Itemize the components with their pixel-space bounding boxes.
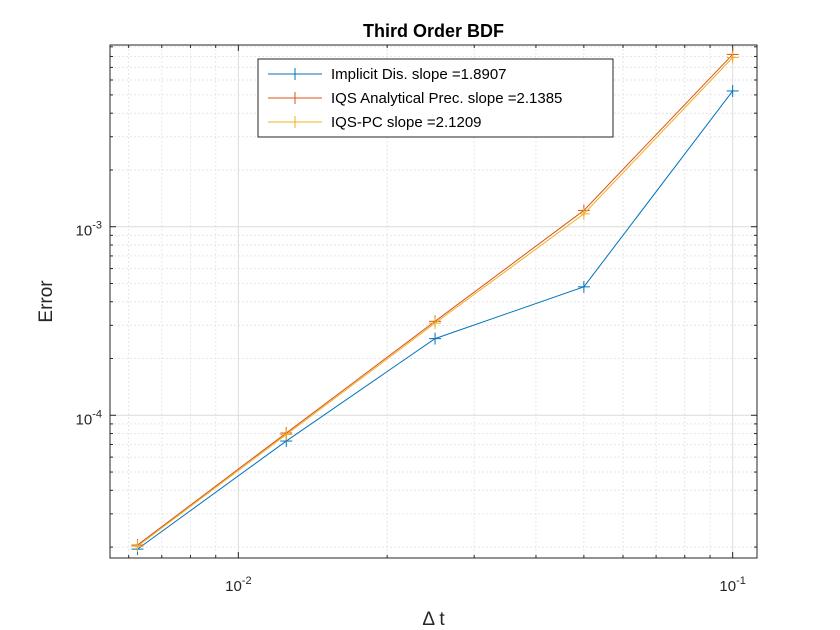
chart-title: Third Order BDF — [363, 21, 504, 41]
y-tick-label: 10-4 — [76, 408, 102, 428]
data-point — [577, 280, 590, 293]
x-tick-label: 10-1 — [719, 575, 745, 595]
legend-label: IQS-PC slope =2.1209 — [331, 114, 482, 131]
x-tick-label: 10-2 — [225, 575, 251, 595]
ticks: 10-2 10-1 10-4 10-3 — [76, 45, 757, 595]
data-point — [726, 51, 739, 64]
data-point — [131, 540, 144, 553]
legend-label: IQS Analytical Prec. slope =2.1385 — [331, 90, 562, 107]
y-axis-label: Error — [36, 280, 57, 323]
legend-label: Implicit Dis. slope =1.8907 — [331, 66, 507, 83]
data-point — [429, 317, 442, 330]
major-grid — [110, 45, 757, 558]
series-3 — [131, 51, 739, 553]
legend-swatch-marker — [289, 116, 301, 128]
legend-entry: IQS-PC slope =2.1209 — [268, 114, 482, 131]
y-tick-label: 10-3 — [76, 220, 102, 240]
data-point — [280, 428, 293, 441]
legend-entry: Implicit Dis. slope =1.8907 — [268, 66, 507, 83]
legend-entry: IQS Analytical Prec. slope =2.1385 — [268, 90, 562, 107]
data-point — [577, 207, 590, 220]
legend-swatch-marker — [289, 68, 301, 80]
legend: Implicit Dis. slope =1.8907 IQS Analytica… — [257, 58, 614, 138]
legend-swatch-marker — [289, 92, 301, 104]
data-point — [429, 332, 442, 345]
x-axis-label: Δ t — [422, 609, 445, 630]
series-layer — [131, 48, 739, 556]
data-point — [726, 84, 739, 97]
